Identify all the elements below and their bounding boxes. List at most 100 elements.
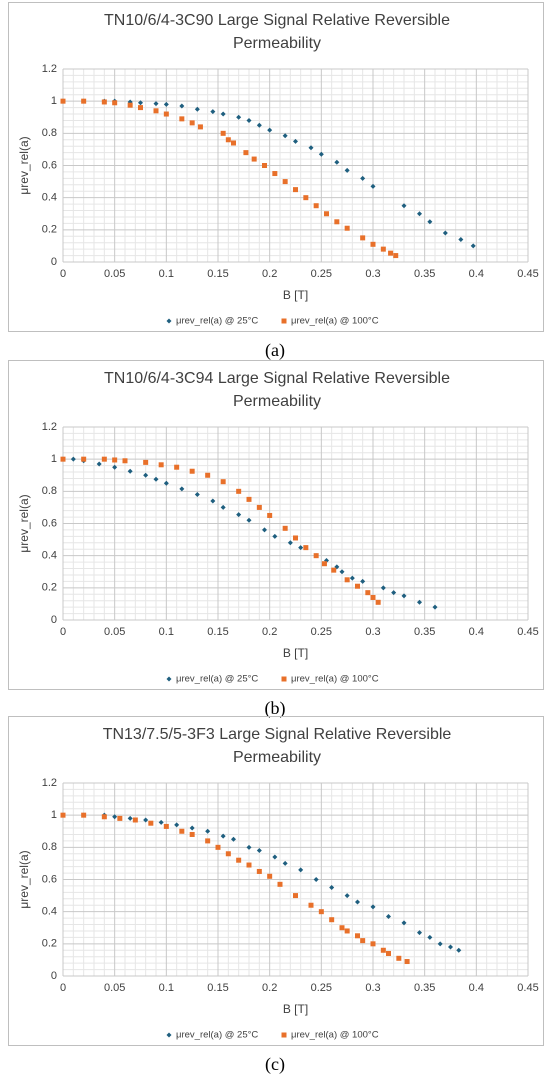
point [360, 175, 366, 181]
point [401, 203, 407, 209]
point [205, 838, 211, 844]
y-tick-label: 0.2 [42, 938, 57, 950]
point [298, 545, 304, 551]
point [210, 498, 216, 504]
point [329, 917, 335, 923]
point [262, 163, 267, 168]
y-tick-label: 0.6 [42, 517, 57, 529]
point [158, 462, 164, 468]
point [388, 250, 394, 256]
y-tick-label: 1 [51, 95, 57, 107]
x-tick-label: 0 [60, 268, 66, 280]
point [246, 862, 252, 868]
point [427, 934, 433, 940]
legend-label: μrev_rel(a) @ 25°C [176, 316, 258, 327]
legend-marker [281, 676, 287, 682]
point [370, 183, 376, 189]
point [112, 457, 118, 463]
point [243, 150, 249, 156]
point [308, 902, 314, 908]
chart-panel: 0 0.2 0.4 0.6 0.8 1 1.2 0 0.05 0.1 0.15 0.2 0.25 0.3 0… [8, 2, 544, 332]
y-tick-label: 0.8 [42, 127, 57, 139]
point [318, 909, 324, 915]
point [81, 812, 87, 818]
point [370, 594, 376, 600]
y-tick-label: 1 [51, 453, 57, 465]
point [132, 817, 138, 823]
y-axis-label: μrev_rel(a) [17, 850, 31, 908]
point [313, 203, 319, 209]
y-tick-label: 0.4 [42, 192, 57, 204]
point [112, 100, 118, 106]
point [287, 540, 293, 546]
point [179, 486, 185, 492]
point [344, 928, 350, 934]
point [313, 877, 319, 882]
point [256, 122, 262, 128]
point [313, 553, 319, 559]
point [267, 512, 273, 518]
point [308, 145, 314, 151]
y-tick-label: 0.4 [42, 550, 57, 562]
point [272, 171, 278, 177]
point [205, 828, 211, 834]
point [163, 101, 169, 107]
chart-title: TN10/6/4-3C90 Large Signal Relative Reve… [104, 12, 450, 52]
x-tick-label: 0.05 [104, 268, 125, 280]
point [375, 599, 381, 605]
chart: 0 0.2 0.4 0.6 0.8 1 1.2 0 0.05 0.1 0.15 0.2 0.25 0.3 0… [17, 63, 539, 327]
x-axis-label: B [T] [283, 288, 308, 302]
point [143, 459, 149, 465]
point [122, 458, 128, 464]
x-tick-label: 0.35 [414, 626, 435, 638]
point [153, 101, 159, 107]
point [344, 893, 350, 899]
point [205, 472, 211, 478]
point [117, 815, 123, 821]
point [189, 831, 195, 837]
point [138, 100, 143, 106]
point [344, 225, 350, 231]
y-tick-label: 0.4 [42, 906, 57, 918]
point [158, 819, 164, 825]
point [220, 111, 226, 117]
point [179, 103, 185, 109]
point [225, 851, 231, 857]
y-tick-label: 0.6 [42, 873, 57, 885]
point [194, 106, 200, 112]
point [189, 825, 195, 831]
y-tick-label: 0.8 [42, 841, 57, 853]
point [70, 456, 76, 462]
point [251, 156, 257, 162]
point [417, 211, 422, 217]
x-tick-label: 0.2 [262, 268, 277, 280]
chart-title: TN13/7.5/5-3F3 Large Signal Relative Rev… [102, 726, 452, 766]
point [334, 219, 340, 225]
y-tick-label: 0 [51, 256, 57, 268]
legend-label: μrev_rel(a) @ 25°C [176, 674, 258, 685]
x-tick-label: 0.1 [159, 268, 174, 280]
point [246, 844, 252, 850]
point [293, 893, 298, 899]
point [417, 930, 422, 936]
caption: (a) [265, 340, 285, 360]
x-axis-label: B [T] [283, 646, 308, 660]
point [220, 479, 226, 485]
point [197, 124, 203, 130]
point [404, 959, 410, 965]
point [174, 822, 180, 828]
point [417, 599, 422, 605]
point [456, 947, 462, 953]
x-tick-label: 0.45 [517, 626, 538, 638]
point [231, 836, 236, 842]
point [246, 117, 252, 123]
point [339, 925, 345, 931]
point [225, 137, 231, 143]
x-tick-label: 0.2 [262, 982, 277, 994]
x-tick-label: 0.1 [159, 982, 174, 994]
point [101, 814, 107, 820]
legend-label: μrev_rel(a) @ 100°C [291, 316, 379, 327]
point [282, 179, 288, 185]
chart: 0 0.2 0.4 0.6 0.8 1 1.2 0 0.05 0.1 0.15 0.2 0.25 0.3 0… [17, 421, 539, 685]
point [437, 941, 443, 947]
